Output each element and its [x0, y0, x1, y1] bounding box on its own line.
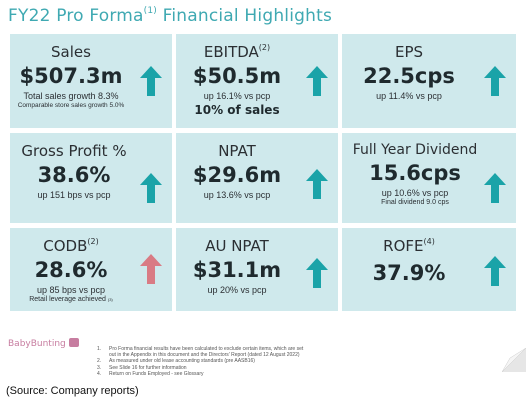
tile-label: EBITDA(2) [203, 43, 271, 61]
tile-label: ROFE(4) [383, 237, 435, 255]
tile-label: CODB(2) [43, 237, 99, 255]
tile-value: $50.5m [192, 64, 282, 88]
tile-sales: Sales $507.3m Total sales growth 8.3% Co… [9, 33, 173, 129]
tile-npat: NPAT $29.6m up 13.6% vs pcp [175, 132, 339, 224]
source-caption: (Source: Company reports) [6, 385, 139, 397]
up-arrow-icon [306, 258, 328, 288]
up-arrow-icon [484, 256, 506, 286]
tile-sub: up 10.6% vs pcp [381, 188, 449, 198]
tile-value: 37.9% [372, 261, 446, 285]
tile-sub: up 20% vs pcp [207, 285, 267, 295]
tile-sub: up 151 bps vs pcp [37, 190, 111, 200]
footnotes: 1. Pro Forma financial results have been … [97, 346, 437, 377]
tile-dividend: Full Year Dividend 15.6cps up 10.6% vs p… [341, 132, 517, 224]
highlights-grid: Sales $507.3m Total sales growth 8.3% Co… [9, 33, 517, 312]
tile-value: $29.6m [192, 163, 282, 187]
tile-ebitda: EBITDA(2) $50.5m up 16.1% vs pcp 10% of … [175, 33, 339, 129]
tile-gross-profit: Gross Profit % 38.6% up 151 bps vs pcp [9, 132, 173, 224]
page-curl-icon [502, 348, 526, 372]
tile-label: AU NPAT [205, 237, 269, 255]
tile-sub2: Retail leverage achieved (3) [29, 296, 113, 303]
tile-sub: up 16.1% vs pcp [203, 91, 271, 101]
tile-sub2: Final dividend 9.0 cps [381, 199, 449, 206]
footnote: 1. Pro Forma financial results have been … [97, 346, 304, 352]
tile-sub: up 85 bps vs pcp [36, 285, 106, 295]
tile-value: $31.1m [192, 258, 282, 282]
slide-title: FY22 Pro Forma(1) Financial Highlights [8, 6, 333, 26]
tile-eps: EPS 22.5cps up 11.4% vs pcp [341, 33, 517, 129]
up-arrow-red-icon [140, 254, 162, 284]
tile-label: EPS [394, 43, 424, 61]
tile-value: 38.6% [37, 163, 111, 187]
tile-label: Gross Profit % [21, 142, 127, 160]
tile-value: 22.5cps [363, 64, 455, 88]
tile-sub: up 13.6% vs pcp [203, 190, 271, 200]
tile-codb: CODB(2) 28.6% up 85 bps vs pcp Retail le… [9, 227, 173, 312]
tile-label: NPAT [218, 142, 256, 160]
tile-label: Sales [51, 43, 91, 61]
slide-footer: BabyBunting 1. Pro Forma financial result… [0, 316, 526, 377]
slide: FY22 Pro Forma(1) Financial Highlights S… [0, 6, 526, 377]
footnote: 4. Return on Funds Employed - see Glossar… [97, 370, 204, 377]
footnote: out in the Appendix in this document and… [109, 352, 300, 359]
up-arrow-icon [484, 173, 506, 203]
up-arrow-icon [306, 169, 328, 199]
tile-au-npat: AU NPAT $31.1m up 20% vs pcp [175, 227, 339, 312]
tile-label: Full Year Dividend [352, 142, 478, 158]
tile-sub: up 11.4% vs pcp [376, 91, 442, 101]
logo-mark-icon [68, 338, 79, 347]
tile-value: 15.6cps [369, 161, 461, 185]
tile-big-sub: 10% of sales [194, 103, 280, 117]
tile-value: 28.6% [34, 258, 108, 282]
up-arrow-icon [140, 173, 162, 203]
footnote: 2. As measured under old lease accounting… [97, 358, 255, 365]
tile-sub: Total sales growth 8.3% [23, 91, 119, 101]
footnote: 3. See Slide 16 for further information [97, 364, 187, 371]
up-arrow-icon [140, 66, 162, 96]
tile-sub2: Comparable store sales growth 5.0% [17, 102, 125, 109]
up-arrow-icon [484, 66, 506, 96]
tile-rofe: ROFE(4) 37.9% [341, 227, 517, 312]
brand-logo: BabyBunting [8, 338, 79, 349]
up-arrow-icon [306, 66, 328, 96]
tile-value: $507.3m [19, 64, 123, 88]
